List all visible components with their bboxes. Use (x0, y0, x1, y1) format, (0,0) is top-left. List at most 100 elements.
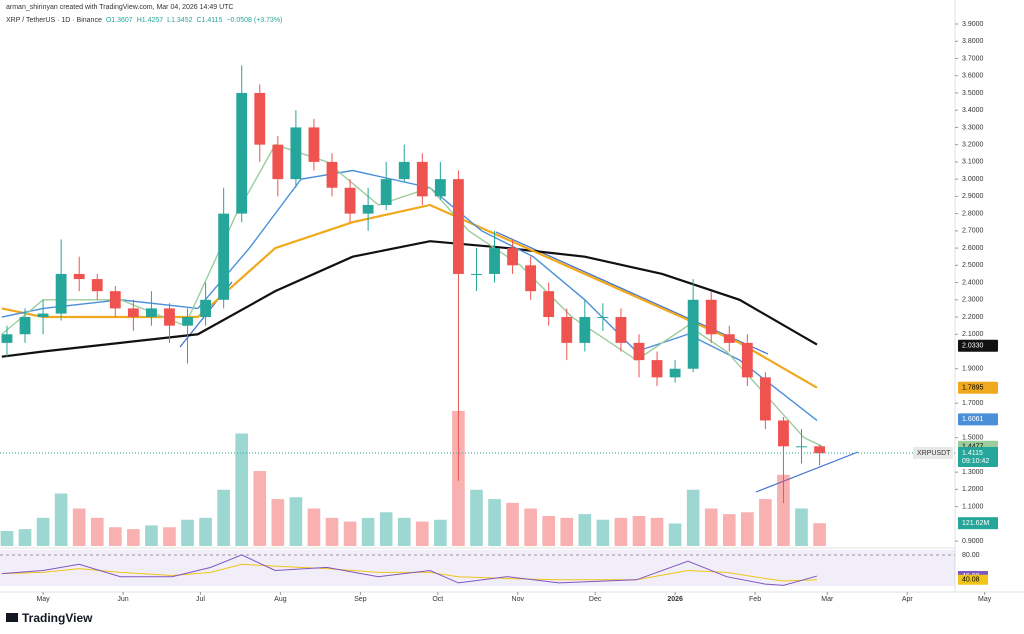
candle-body (687, 299, 699, 369)
price-badge (958, 413, 998, 426)
volume-bar (72, 508, 86, 546)
candle-body (380, 179, 392, 205)
candle-body (164, 308, 175, 326)
candle-body (1, 334, 13, 343)
x-tick-label: May (978, 596, 992, 603)
candle-body (796, 446, 807, 448)
last-price-label: 1.4115 (962, 450, 983, 457)
ohlc-row: O1.3607 H1.4257 L1.3452 C1.4115 −0.0508 (+3.… (106, 17, 283, 24)
candle-body (561, 317, 573, 343)
x-tick-label: Jul (196, 596, 205, 603)
volume-bar (650, 517, 664, 546)
candle-body (651, 360, 663, 378)
x-tick-label: Dec (589, 596, 602, 603)
x-tick-label: Jun (117, 596, 128, 603)
rsi-ma-line (1, 563, 818, 582)
author-line: arman_shirinyan created with TradingView… (6, 4, 234, 11)
candle-body (272, 144, 284, 180)
volume-bar (596, 519, 610, 546)
x-tick-label: Mar (821, 596, 834, 603)
y-tick-label: 1.3000 (962, 469, 984, 476)
candle-body (109, 291, 121, 309)
volume-bar (578, 514, 592, 546)
y-tick-label: 3.8000 (962, 38, 984, 45)
volume-badge-label: 121.62M (962, 520, 989, 527)
candle-body (778, 420, 789, 447)
price-badge-label: 2.0330 (962, 343, 984, 350)
candle-body (326, 161, 338, 188)
y-tick-label: 1.2000 (962, 486, 984, 493)
x-tick-label: May (36, 596, 50, 603)
candle-body (37, 313, 49, 318)
x-tick-label: Sep (354, 596, 367, 603)
volume-bar (506, 502, 519, 546)
logo-text: TradingView (22, 611, 93, 625)
candle-body (615, 317, 627, 343)
candle-body (507, 248, 519, 266)
y-tick-label: 2.1000 (962, 331, 984, 338)
y-tick-label: 3.1000 (962, 159, 984, 166)
candle-body (525, 265, 537, 292)
volume-bar (397, 517, 411, 546)
logo: TradingView (6, 611, 93, 625)
volume-bar (199, 517, 212, 546)
x-tick-label: Aug (274, 596, 287, 603)
ohlc-value: O1.3607 (106, 17, 133, 24)
volume-bar (127, 529, 140, 546)
volume-bar (145, 525, 158, 546)
volume-bar (795, 508, 808, 546)
y-tick-label: 2.8000 (962, 210, 984, 217)
y-tick-label: 2.5000 (962, 262, 984, 269)
volume-bar (36, 517, 50, 546)
volume-bar (271, 499, 285, 546)
volume-bar (253, 471, 267, 546)
y-tick-label: 3.0000 (962, 176, 984, 183)
candle-body (362, 204, 374, 214)
candle-body (73, 273, 85, 280)
volume-bar (0, 531, 14, 546)
ohlc-value: −0.0508 (+3.73%) (226, 17, 282, 24)
candle-body (55, 273, 67, 314)
volume-bar (289, 497, 303, 546)
x-tick-label: Nov (512, 596, 525, 603)
candle-body (759, 377, 771, 421)
symbol-badge (913, 446, 953, 459)
candle-body (543, 291, 555, 318)
price-badge-label: 1.6061 (962, 416, 984, 423)
volume-bar (488, 499, 501, 546)
volume-bar (777, 474, 790, 546)
candle-body (398, 161, 410, 180)
candle-body (308, 127, 320, 162)
volume-badge (958, 517, 998, 530)
volume-bar (759, 499, 772, 546)
volume-bar (361, 517, 375, 546)
candle-body (236, 92, 248, 214)
y-tick-label: 3.2000 (962, 141, 984, 148)
candle-body (669, 368, 681, 378)
candle-body (200, 299, 212, 318)
moving-average (1, 240, 818, 358)
volume-bar (415, 521, 429, 546)
y-tick-label: 1.9000 (962, 366, 984, 373)
candle-body (633, 342, 645, 361)
volume-bar (668, 523, 682, 546)
candle-body (705, 299, 717, 335)
candle-body (579, 317, 591, 343)
volume-bar (181, 519, 194, 546)
volume-bar (524, 508, 537, 546)
volume-bar (343, 521, 357, 546)
volume-bar (307, 508, 321, 546)
x-tick-label: 2026 (667, 596, 683, 603)
volume-bar (741, 512, 754, 546)
x-tick-label: Oct (432, 596, 443, 603)
rsi-line (1, 554, 818, 586)
price-badge (958, 339, 998, 352)
volume-bar (379, 512, 393, 546)
y-tick-label: 3.4000 (962, 107, 984, 114)
volume-bar (108, 527, 122, 546)
rsi-badge-label: 40.08 (962, 577, 980, 584)
candle-body (741, 342, 753, 378)
candle-body (344, 187, 356, 214)
volume-bar (54, 493, 68, 546)
